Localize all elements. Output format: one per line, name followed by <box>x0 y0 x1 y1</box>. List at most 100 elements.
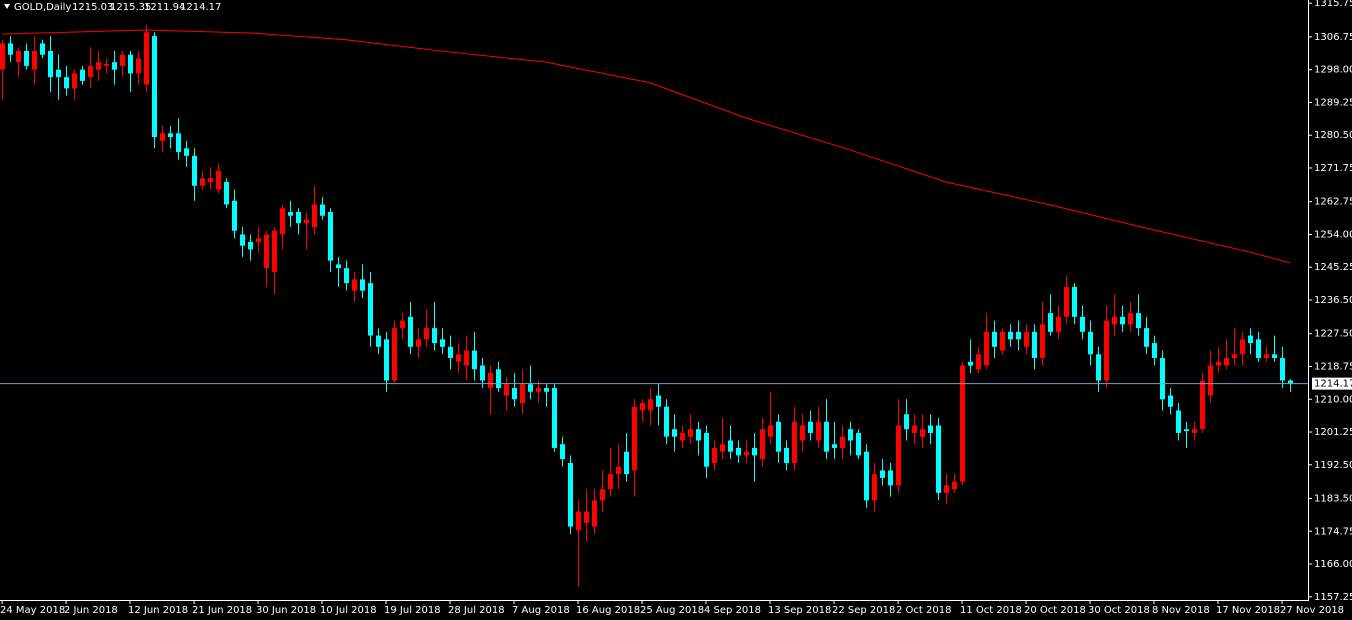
candle-body <box>120 54 125 66</box>
candle-body <box>336 264 341 269</box>
candle-body <box>272 230 277 272</box>
candle-body <box>600 489 605 501</box>
candle-body <box>560 444 565 460</box>
candle-body <box>712 447 717 463</box>
candle-body <box>688 429 693 437</box>
candle-body <box>648 399 653 411</box>
candle-body <box>240 234 245 246</box>
candle-body <box>768 425 773 437</box>
y-tick-label: 1245.25 <box>1314 262 1352 273</box>
candle-body <box>1112 316 1117 325</box>
candle-body <box>1272 354 1277 359</box>
candle-body <box>1136 313 1141 329</box>
candle-body <box>1096 354 1101 381</box>
candle-body <box>1208 365 1213 396</box>
chart-title: GOLD,Daily <box>14 2 71 13</box>
y-tick-label: 1157.25 <box>1314 592 1352 603</box>
candle-body <box>728 440 733 452</box>
candle-body <box>280 208 285 235</box>
candle-body <box>168 133 173 138</box>
candle-body <box>536 388 541 392</box>
candle-body <box>776 421 781 452</box>
candle-body <box>608 474 613 490</box>
candle-body <box>848 429 853 441</box>
candle-body <box>0 43 5 70</box>
candle-body <box>968 361 973 366</box>
candle-body <box>56 69 61 78</box>
candle-body <box>216 170 221 190</box>
candle-body <box>400 320 405 329</box>
candle-body <box>440 339 445 347</box>
candle-body <box>696 429 701 441</box>
x-tick-label: 8 Nov 2018 <box>1152 605 1210 616</box>
candle-body <box>872 474 877 501</box>
candle-body <box>1072 286 1077 317</box>
x-tick-label: 24 May 2018 <box>0 605 65 616</box>
x-tick-label: 11 Oct 2018 <box>960 605 1022 616</box>
candle-body <box>96 62 101 70</box>
candle-body <box>448 346 453 359</box>
y-tick-label: 1254.00 <box>1314 229 1352 240</box>
candle-body <box>176 133 181 153</box>
header-high: 1215.35 <box>110 2 151 13</box>
y-tick-label: 1218.75 <box>1314 361 1352 372</box>
header-open: 1215.03 <box>72 2 113 13</box>
candle-body <box>48 50 53 78</box>
candle-body <box>880 470 885 478</box>
x-tick-label: 13 Sep 2018 <box>768 605 831 616</box>
candle-body <box>1056 316 1061 332</box>
candle-body <box>352 279 357 291</box>
candle-body <box>832 444 837 448</box>
candle-body <box>1200 380 1205 430</box>
candle-body <box>1032 331 1037 359</box>
candle-body <box>208 178 213 183</box>
candle-body <box>568 462 573 527</box>
candle-body <box>16 50 21 63</box>
candle-body <box>1048 313 1053 332</box>
y-tick-label: 1236.50 <box>1314 295 1352 306</box>
candle-body <box>1216 361 1221 366</box>
candle-body <box>640 402 645 411</box>
y-tick-label: 1210.00 <box>1314 394 1352 405</box>
candle-body <box>856 432 861 456</box>
y-tick-label: 1298.00 <box>1314 65 1352 76</box>
candle-body <box>744 451 749 456</box>
candle-body <box>584 511 589 523</box>
candle-body <box>928 425 933 433</box>
candle-body <box>592 500 597 527</box>
candle-body <box>312 204 317 227</box>
candle-body <box>1128 313 1133 325</box>
candle-body <box>264 234 269 269</box>
candle-body <box>904 414 909 430</box>
candle-body <box>704 432 709 467</box>
candle-body <box>192 155 197 186</box>
candle-body <box>632 406 637 471</box>
x-tick-label: 28 Jul 2018 <box>448 605 505 616</box>
candle-body <box>1192 429 1197 433</box>
candle-body <box>976 354 981 370</box>
x-tick-label: 2 Oct 2018 <box>896 605 951 616</box>
candle-body <box>424 328 429 340</box>
y-tick-label: 1166.00 <box>1314 559 1352 570</box>
x-tick-label: 10 Jul 2018 <box>320 605 377 616</box>
x-tick-label: 4 Sep 2018 <box>704 605 761 616</box>
candle-body <box>624 451 629 475</box>
candle-body <box>576 511 581 531</box>
x-tick-label: 2 Jun 2018 <box>64 605 118 616</box>
candle-body <box>544 388 549 392</box>
x-tick-label: 20 Oct 2018 <box>1024 605 1086 616</box>
y-tick-label: 1289.25 <box>1314 97 1352 108</box>
candle-body <box>944 485 949 493</box>
candle-body <box>656 395 661 407</box>
candle-body <box>464 350 469 366</box>
candle-body <box>1152 343 1157 359</box>
x-tick-label: 7 Aug 2018 <box>512 605 570 616</box>
candle-body <box>112 62 117 70</box>
candle-body <box>1040 324 1045 359</box>
candle-body <box>1088 331 1093 355</box>
candle-body <box>736 447 741 456</box>
menu-triangle <box>4 4 10 9</box>
y-tick-label: 1262.75 <box>1314 197 1352 208</box>
